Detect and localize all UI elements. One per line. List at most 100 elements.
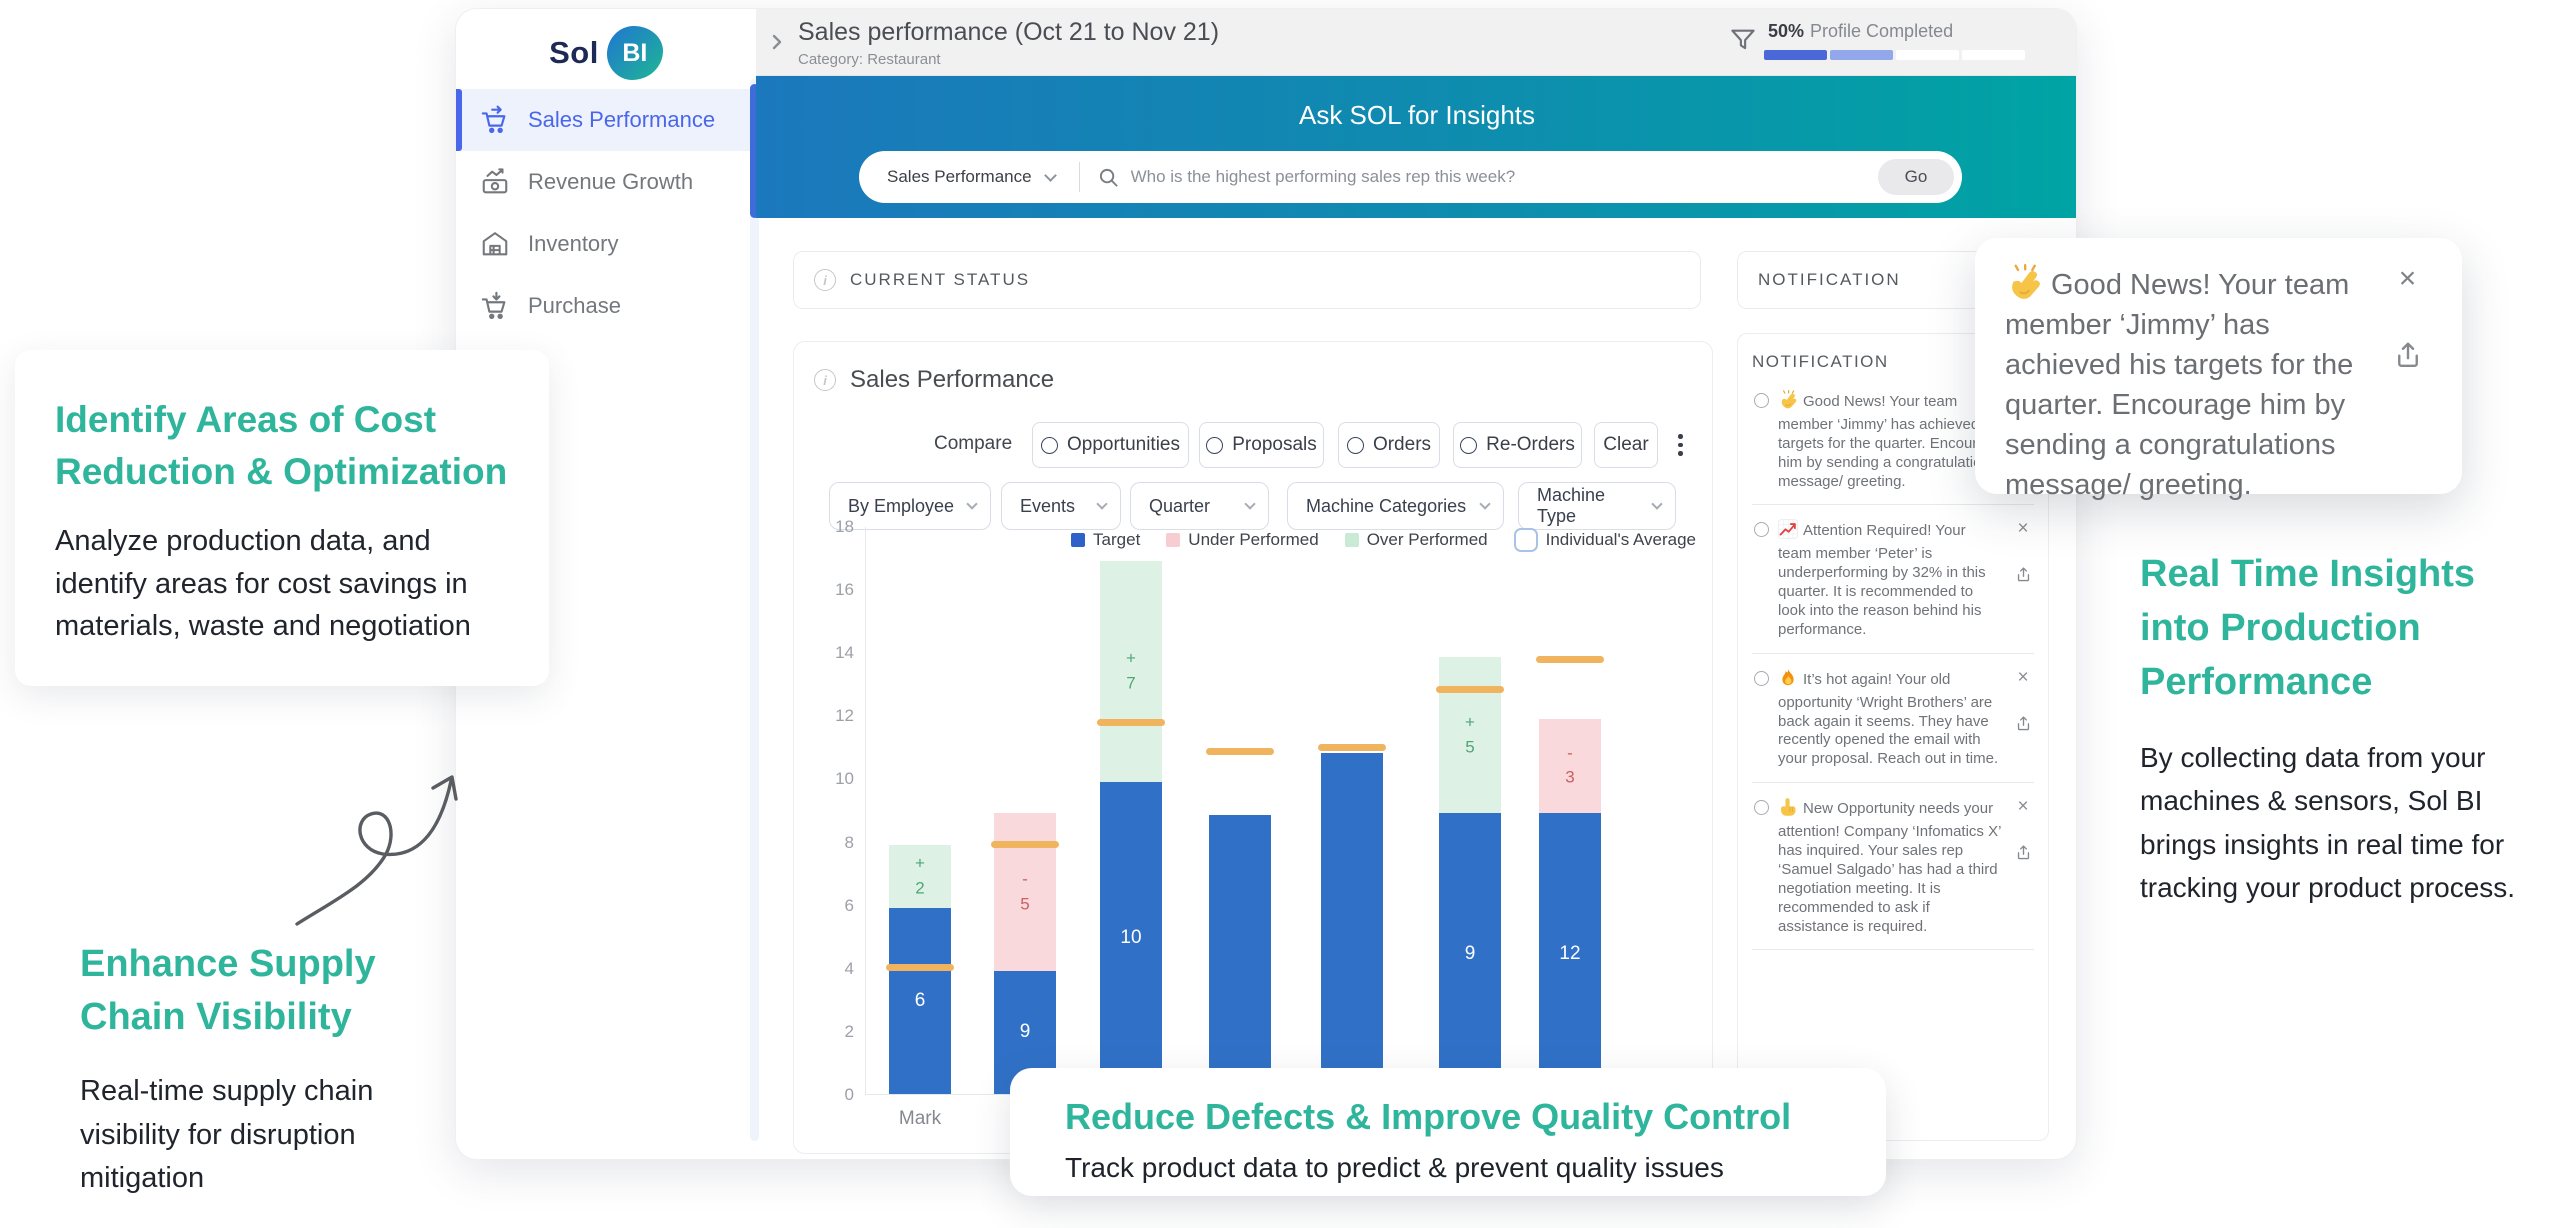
radio-icon[interactable] bbox=[1754, 393, 1769, 408]
warehouse-icon bbox=[480, 229, 510, 259]
y-axis: 0 2 4 6 8 10 12 14 16 18 bbox=[802, 517, 854, 1104]
chevron-down-icon bbox=[1651, 498, 1663, 510]
y-tick-label: 8 bbox=[844, 832, 854, 852]
legend-individuals-average: Individual's Average bbox=[1513, 528, 1696, 552]
sales-performance-card: Sales Performance Compare Opportunities … bbox=[793, 341, 1713, 1154]
radio-icon[interactable] bbox=[1206, 436, 1224, 454]
clap-icon bbox=[1778, 390, 1798, 416]
notification-text: It’s hot again! Your old opportunity ‘Wr… bbox=[1778, 668, 2003, 769]
share-icon[interactable] bbox=[2393, 340, 2423, 370]
annotation-cost-card: Identify Areas of Cost Reduction & Optim… bbox=[15, 350, 549, 686]
top-header: Sales performance (Oct 21 to Nov 21) Cat… bbox=[756, 9, 2076, 76]
filter-machine-categories[interactable]: Machine Categories bbox=[1287, 482, 1504, 530]
legend-label: Individual's Average bbox=[1545, 530, 1696, 549]
kebab-menu-icon[interactable] bbox=[1674, 430, 1687, 460]
legend-swatch bbox=[1344, 533, 1359, 547]
filter-events[interactable]: Events bbox=[1001, 482, 1121, 530]
filter-label: Machine Type bbox=[1537, 485, 1606, 526]
sidebar-item-label: Sales Performance bbox=[528, 107, 716, 132]
legend-over-performed: Over Performed bbox=[1344, 530, 1488, 550]
filter-by-employee[interactable]: By Employee bbox=[829, 482, 991, 530]
legend-swatch bbox=[1071, 533, 1086, 547]
compare-label: Compare bbox=[934, 433, 1013, 454]
page-subtitle: Category: Restaurant bbox=[798, 51, 941, 68]
compare-option-opportunities[interactable]: Opportunities bbox=[1032, 422, 1189, 468]
chart-title: Sales Performance bbox=[850, 366, 1055, 393]
cart-down-icon bbox=[480, 291, 510, 321]
radio-icon[interactable] bbox=[1460, 436, 1478, 454]
average-marker bbox=[1436, 686, 1504, 694]
chart-legend: Target Under Performed Over Performed In… bbox=[1071, 528, 1696, 552]
average-checkbox[interactable] bbox=[1513, 528, 1538, 552]
scrollbar-thumb[interactable] bbox=[750, 84, 759, 218]
sidebar-item-label: Purchase bbox=[528, 293, 621, 318]
chart-bar bbox=[1206, 747, 1274, 1094]
annotation-title: Identify Areas of Cost Reduction & Optim… bbox=[55, 399, 508, 492]
toast-notification: Good News! Your team member ‘Jimmy’ has … bbox=[1975, 238, 2462, 501]
share-icon[interactable] bbox=[2015, 844, 2032, 861]
legend-label: Over Performed bbox=[1366, 530, 1488, 549]
close-icon[interactable] bbox=[2017, 519, 2028, 538]
compare-option-proposals[interactable]: Proposals bbox=[1199, 422, 1324, 468]
annotation-supply-chain: Enhance Supply Chain Visibility Real-tim… bbox=[80, 938, 410, 1201]
y-tick-label: 18 bbox=[835, 517, 854, 536]
close-icon[interactable] bbox=[2399, 264, 2417, 294]
category-dropdown[interactable]: Sales Performance bbox=[859, 167, 1079, 187]
filter-label: By Employee bbox=[848, 495, 955, 516]
chart-bar bbox=[1318, 744, 1386, 1094]
info-icon bbox=[814, 269, 836, 291]
compare-row: Compare Opportunities Proposals Orders R… bbox=[794, 422, 1712, 468]
average-marker bbox=[991, 840, 1059, 848]
sidebar-item-label: Revenue Growth bbox=[528, 169, 694, 194]
sidebar-item-inventory[interactable]: Inventory bbox=[456, 213, 756, 275]
filter-machine-type[interactable]: Machine Type bbox=[1518, 482, 1676, 530]
radio-icon[interactable] bbox=[1754, 670, 1769, 686]
toast-text: Good News! Your team member ‘Jimmy’ has … bbox=[2005, 264, 2367, 501]
page-title: Sales performance (Oct 21 to Nov 21) bbox=[798, 18, 1220, 46]
notification-item: Good News! Your team member ‘Jimmy’ has … bbox=[1752, 376, 2034, 506]
close-icon[interactable] bbox=[2017, 668, 2028, 687]
vertical-scrollbar[interactable] bbox=[750, 79, 759, 1141]
chevron-down-icon bbox=[966, 498, 978, 510]
close-icon[interactable] bbox=[2017, 797, 2028, 816]
filter-quarter[interactable]: Quarter bbox=[1130, 482, 1269, 530]
radio-icon[interactable] bbox=[1754, 522, 1769, 538]
curved-arrow-doodle bbox=[283, 748, 478, 933]
clear-button[interactable]: Clear bbox=[1594, 422, 1658, 468]
filter-funnel-icon[interactable] bbox=[1728, 25, 1758, 55]
compare-option-orders[interactable]: Orders bbox=[1338, 422, 1440, 468]
chevron-right-icon[interactable] bbox=[768, 33, 786, 51]
radio-icon[interactable] bbox=[1040, 436, 1058, 454]
legend-swatch bbox=[1166, 533, 1181, 547]
option-label: Orders bbox=[1372, 434, 1432, 455]
chart-bar: - 3 12 bbox=[1536, 656, 1604, 1094]
compare-option-reorders[interactable]: Re-Orders bbox=[1453, 422, 1582, 468]
notification-item: Attention Required! Your team member ‘Pe… bbox=[1752, 505, 2034, 654]
sidebar-item-sales-performance[interactable]: Sales Performance bbox=[456, 89, 756, 151]
annotation-body: Track product data to predict & prevent … bbox=[1065, 1152, 1724, 1183]
annotation-title: Reduce Defects & Improve Quality Control bbox=[1065, 1096, 1792, 1137]
average-marker bbox=[1536, 656, 1604, 664]
notification-item: New Opportunity needs your attention! Co… bbox=[1752, 783, 2034, 951]
notification-item: It’s hot again! Your old opportunity ‘Wr… bbox=[1752, 654, 2034, 784]
sidebar-item-purchase[interactable]: Purchase bbox=[456, 275, 756, 337]
share-icon[interactable] bbox=[2015, 715, 2032, 732]
radio-icon[interactable] bbox=[1346, 436, 1364, 454]
go-button[interactable]: Go bbox=[1878, 159, 1954, 195]
chart-up-icon bbox=[1778, 519, 1798, 545]
search-input[interactable] bbox=[1130, 167, 1878, 187]
share-icon[interactable] bbox=[2015, 566, 2032, 583]
insights-banner: Ask SOL for Insights Sales Performance G… bbox=[756, 76, 2076, 218]
legend-under-performed: Under Performed bbox=[1166, 530, 1319, 550]
main-area: Sales performance (Oct 21 to Nov 21) Cat… bbox=[756, 9, 2076, 1159]
fire-icon bbox=[1778, 668, 1798, 694]
cart-up-icon bbox=[480, 105, 510, 135]
chevron-down-icon bbox=[1096, 498, 1108, 510]
chevron-down-icon bbox=[1244, 498, 1256, 510]
average-marker bbox=[886, 963, 954, 971]
profile-completed-text: 50% Profile Completed bbox=[1768, 21, 1953, 42]
chart-bar: + 7 10 bbox=[1097, 560, 1165, 1094]
radio-icon[interactable] bbox=[1754, 800, 1769, 816]
sidebar-item-revenue-growth[interactable]: Revenue Growth bbox=[456, 151, 756, 213]
